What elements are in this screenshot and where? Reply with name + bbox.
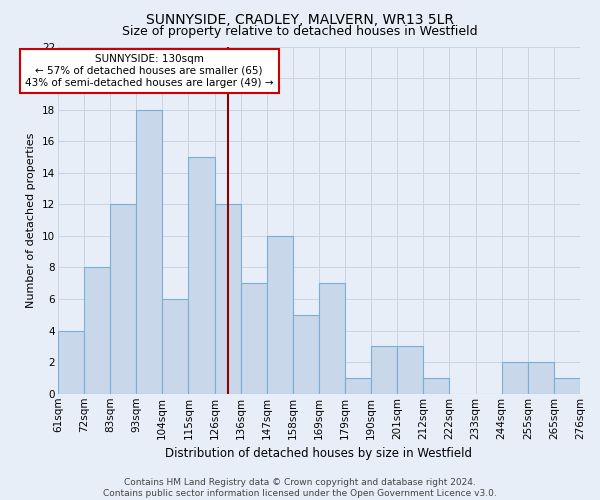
Bar: [110, 204, 136, 394]
Text: Contains HM Land Registry data © Crown copyright and database right 2024.
Contai: Contains HM Land Registry data © Crown c…: [103, 478, 497, 498]
Bar: [58, 330, 84, 394]
Bar: [345, 378, 371, 394]
Bar: [162, 299, 188, 394]
Bar: [241, 284, 267, 394]
Text: SUNNYSIDE: 130sqm
← 57% of detached houses are smaller (65)
43% of semi-detached: SUNNYSIDE: 130sqm ← 57% of detached hous…: [25, 54, 274, 88]
Bar: [188, 157, 215, 394]
Bar: [528, 362, 554, 394]
Bar: [554, 378, 580, 394]
Text: Size of property relative to detached houses in Westfield: Size of property relative to detached ho…: [122, 25, 478, 38]
Bar: [424, 378, 449, 394]
Bar: [502, 362, 528, 394]
Bar: [371, 346, 397, 394]
Text: SUNNYSIDE, CRADLEY, MALVERN, WR13 5LR: SUNNYSIDE, CRADLEY, MALVERN, WR13 5LR: [146, 12, 454, 26]
Bar: [136, 110, 162, 394]
Bar: [319, 284, 345, 394]
Bar: [267, 236, 293, 394]
Y-axis label: Number of detached properties: Number of detached properties: [26, 132, 36, 308]
Bar: [215, 204, 241, 394]
Bar: [293, 315, 319, 394]
Bar: [84, 268, 110, 394]
Bar: [397, 346, 424, 394]
X-axis label: Distribution of detached houses by size in Westfield: Distribution of detached houses by size …: [166, 447, 472, 460]
